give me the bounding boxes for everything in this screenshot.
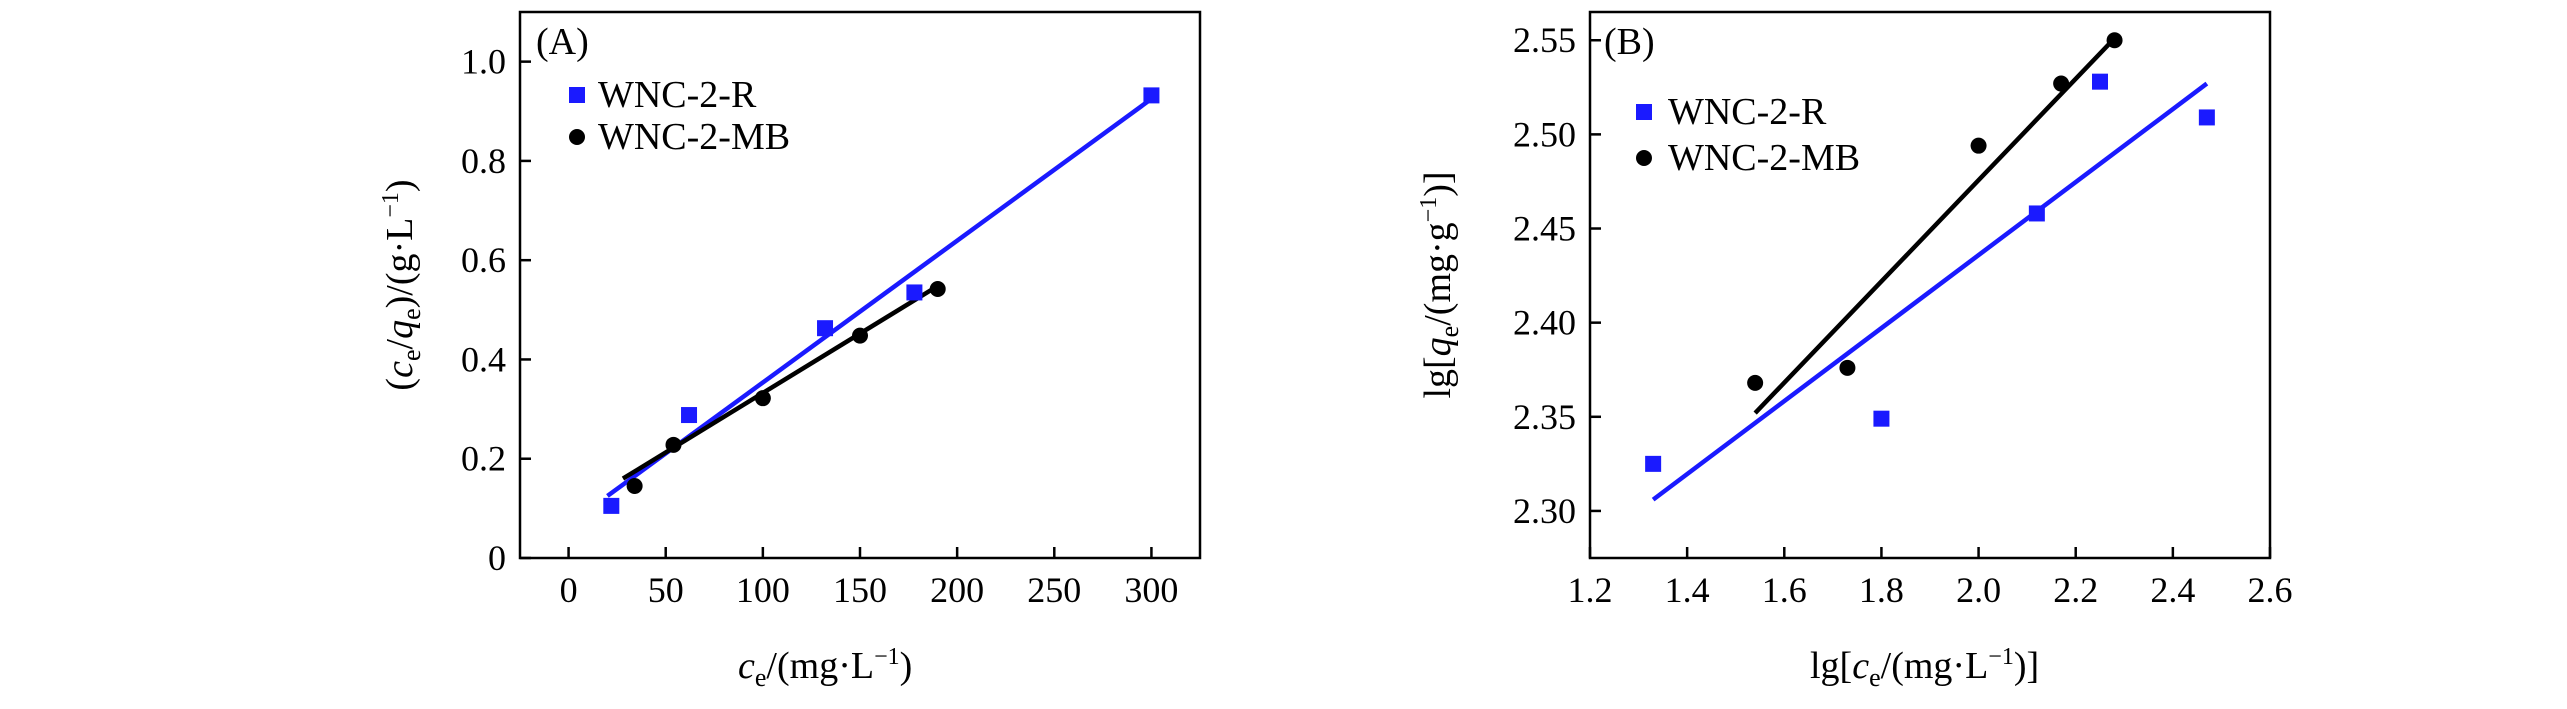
data-point-wnc-2-mb xyxy=(626,478,643,495)
data-point-wnc-2-mb xyxy=(1970,137,1987,154)
data-point-wnc-2-r xyxy=(1645,455,1662,472)
data-point-wnc-2-mb xyxy=(665,436,682,453)
fit-line-wnc-2-r xyxy=(606,97,1153,498)
y-tick-label: 0.2 xyxy=(461,439,506,479)
y-tick-label: 0 xyxy=(488,538,506,578)
x-tick-label: 2.4 xyxy=(2150,570,2195,610)
x-tick-label: 2.0 xyxy=(1956,570,2001,610)
x-tick-label: 300 xyxy=(1124,570,1178,610)
data-point-wnc-2-r xyxy=(2028,205,2045,222)
y-tick-label: 2.35 xyxy=(1513,397,1576,437)
x-tick-label: 0 xyxy=(560,570,578,610)
x-tick-label: 200 xyxy=(930,570,984,610)
fit-line-wnc-2-mb xyxy=(1753,36,2117,415)
y-tick-label: 0.4 xyxy=(461,339,506,379)
panel-a-x-axis-label: ce/(mg·L−1) xyxy=(738,644,912,692)
panel-b-chart: 1.2 1.4 1.6 1.8 2.0 2.2 2.4 2.6 2.30 2.35 2.40 2.45… xyxy=(1416,10,2293,692)
data-point-wnc-2-mb xyxy=(2106,32,2123,49)
legend-label-wnc-2-r: WNC-2-R xyxy=(598,74,757,116)
data-point-wnc-2-r xyxy=(681,407,698,424)
x-tick-label: 250 xyxy=(1027,570,1081,610)
legend-marker-wnc-2-r xyxy=(1636,104,1652,120)
y-tick-label: 1.0 xyxy=(461,42,506,82)
legend-marker-wnc-2-mb xyxy=(569,129,585,145)
data-point-wnc-2-mb xyxy=(1747,374,1764,391)
legend-marker-wnc-2-mb xyxy=(1636,150,1652,166)
x-tick-label: 2.6 xyxy=(2248,570,2293,610)
x-tick-label: 100 xyxy=(736,570,790,610)
y-tick-label: 2.45 xyxy=(1513,209,1576,249)
data-point-wnc-2-r xyxy=(1143,87,1160,104)
data-point-wnc-2-r xyxy=(603,497,620,514)
data-point-wnc-2-r xyxy=(817,320,834,337)
panel-b-legend: WNC-2-R WNC-2-MB xyxy=(1636,91,1860,179)
data-point-wnc-2-mb xyxy=(2053,75,2070,92)
panel-b-x-axis-label: lg[ce/(mg·L−1)] xyxy=(1810,644,2039,692)
x-tick-label: 150 xyxy=(833,570,887,610)
data-point-wnc-2-r xyxy=(2092,73,2108,90)
legend-label-wnc-2-mb: WNC-2-MB xyxy=(1668,137,1860,179)
data-point-wnc-2-mb xyxy=(1839,359,1856,376)
y-tick-label: 0.8 xyxy=(461,141,506,181)
x-tick-label: 1.2 xyxy=(1568,570,1613,610)
legend-label-wnc-2-mb: WNC-2-MB xyxy=(598,116,790,158)
y-tick-label: 0.6 xyxy=(461,240,506,280)
x-tick-label: 1.8 xyxy=(1859,570,1904,610)
data-point-wnc-2-mb xyxy=(754,390,771,407)
legend-label-wnc-2-r: WNC-2-R xyxy=(1668,91,1827,133)
panel-b-y-axis-label: lg[qe/(mg·g−1)] xyxy=(1416,171,1464,398)
y-tick-label: 2.55 xyxy=(1513,20,1576,60)
y-tick-label: 2.40 xyxy=(1513,303,1576,343)
panel-a-label: (A) xyxy=(536,21,589,63)
y-tick-label: 2.50 xyxy=(1513,114,1576,154)
data-point-wnc-2-mb xyxy=(852,327,868,344)
panel-a-chart: 0 50 100 150 200 250 300 0 0.2 0.4 0.6 0.8 1.0 (A) W… xyxy=(378,10,1202,692)
panel-a-y-axis-label: (ce/qe)/(g·L−1) xyxy=(378,179,426,390)
fit-line-wnc-2-r xyxy=(1651,81,2209,502)
legend-marker-wnc-2-r xyxy=(569,87,585,103)
panel-b-label: (B) xyxy=(1604,21,1655,63)
x-tick-label: 50 xyxy=(648,570,684,610)
panel-b-plot-frame xyxy=(1588,10,2272,560)
x-tick-label: 2.2 xyxy=(2053,570,2098,610)
x-tick-label: 1.4 xyxy=(1665,570,1710,610)
data-point-wnc-2-mb xyxy=(929,280,946,297)
data-point-wnc-2-r xyxy=(2198,109,2215,126)
x-tick-label: 1.6 xyxy=(1762,570,1807,610)
panel-a-legend: WNC-2-R WNC-2-MB xyxy=(569,74,790,158)
y-tick-label: 2.30 xyxy=(1513,491,1576,531)
data-point-wnc-2-r xyxy=(906,284,923,301)
data-point-wnc-2-r xyxy=(1873,410,1890,427)
